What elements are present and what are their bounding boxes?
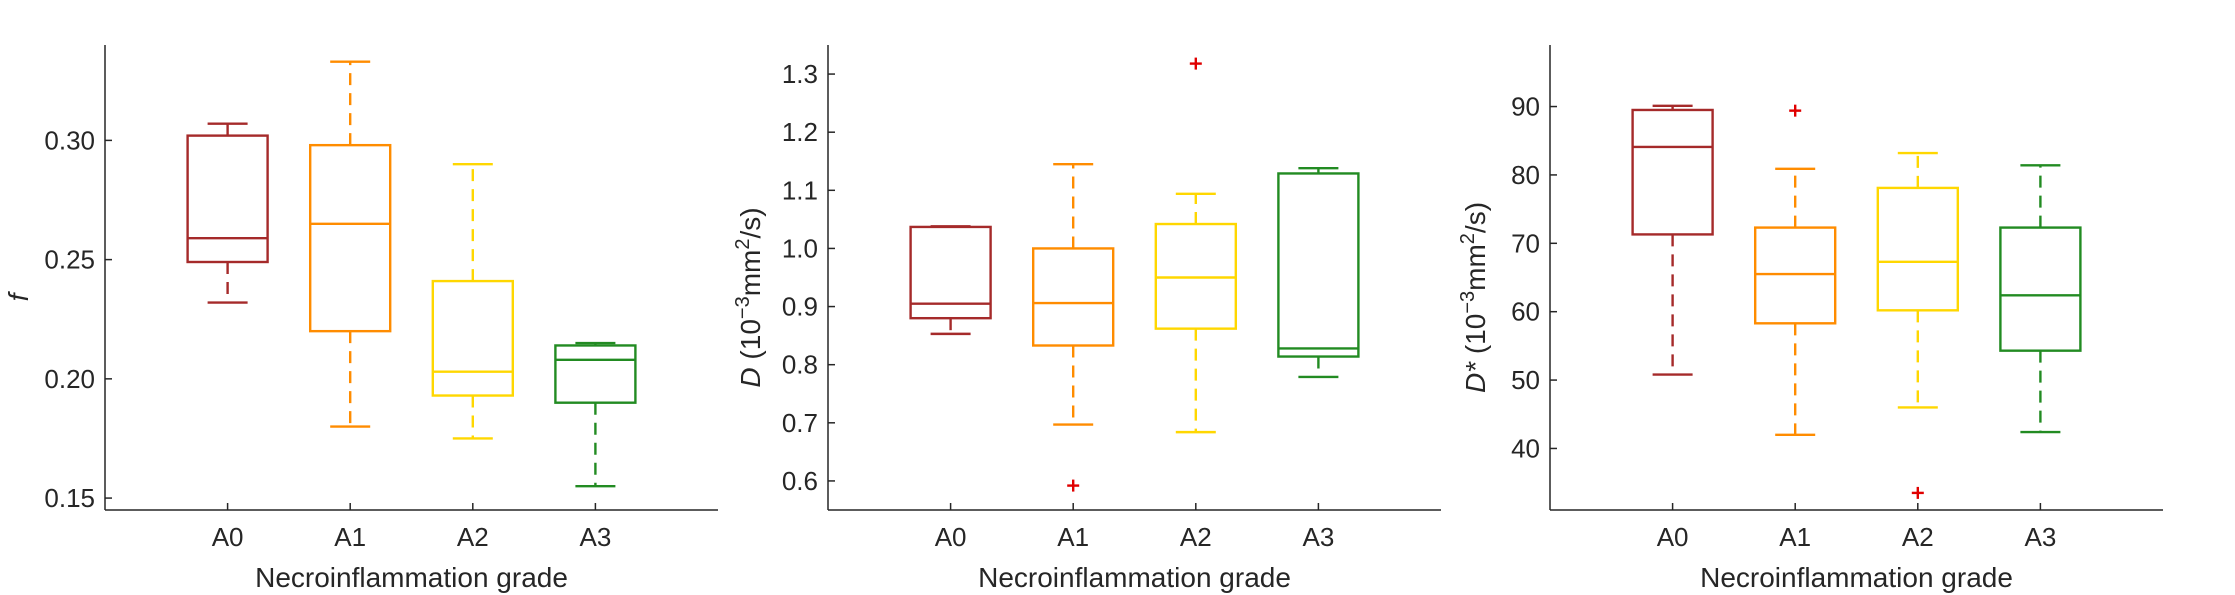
x-tick-label-a0: A0 [212,522,244,552]
iqr-box [554,344,637,404]
outlier-marker [1189,57,1202,70]
x-axis-title: Necroinflammation grade [978,562,1291,593]
y-tick-label: 0.9 [782,292,818,322]
box-a1 [1753,104,1837,436]
chart-panel-2: 0.6 0.7 0.8 0.9 1.0 1.1 1.2 1.3 A0 A1 A2 A3 Necroinf… [732,45,1441,593]
y-axis-title: D* (10−3mm2/s) [1457,202,1491,393]
y-tick-label: 0.30 [44,125,95,155]
box-a2 [1154,57,1238,434]
x-tick-label-a1: A1 [334,522,366,552]
x-tick-label-a1: A1 [1779,522,1811,552]
y-tick-label: 0.25 [44,245,95,275]
box-a3 [554,341,637,488]
y-tick-label: 60 [1511,297,1540,327]
box-a2 [1876,151,1960,499]
box-a0 [1631,104,1714,376]
iqr-box [1631,108,1714,236]
x-axis-title: Necroinflammation grade [1700,562,2013,593]
chart-panel-1: 0.15 0.20 0.25 0.30 A0 A1 A2 A3 Necroinflammatio… [3,45,718,593]
iqr-box [1876,186,1960,312]
x-tick-label-a3: A3 [579,522,611,552]
x-tick-label-a1: A1 [1057,522,1089,552]
box-a0 [909,225,992,336]
box-a0 [186,122,269,304]
y-tick-label: 0.8 [782,350,818,380]
x-tick-label-a2: A2 [1180,522,1212,552]
y-tick-label: 90 [1511,92,1540,122]
iqr-box [1031,247,1115,347]
y-tick-label: 0.6 [782,466,818,496]
y-axis-title: f [3,290,34,301]
x-tick-label-a0: A0 [935,522,967,552]
outlier-marker [1789,104,1802,117]
x-tick-label-a0: A0 [1657,522,1689,552]
box-a3 [1999,164,2082,434]
iqr-box [1999,226,2082,352]
iqr-box [909,225,992,320]
y-tick-label: 0.7 [782,408,818,438]
box-a1 [1031,162,1115,492]
box-a3 [1277,167,1360,379]
y-tick-label: 0.15 [44,483,95,513]
y-tick-label: 1.3 [782,59,818,89]
x-axis-title: Necroinflammation grade [255,562,568,593]
y-tick-label: 80 [1511,160,1540,190]
y-tick-label: 1.2 [782,117,818,147]
box-a1 [309,60,392,428]
x-tick-label-a2: A2 [1902,522,1934,552]
iqr-box [1753,226,1837,325]
x-tick-label-a2: A2 [457,522,489,552]
iqr-box [1277,172,1360,358]
x-tick-label-a3: A3 [2024,522,2056,552]
y-tick-label: 1.1 [782,175,818,205]
box-a2 [431,163,514,440]
y-tick-label: 70 [1511,228,1540,258]
y-tick-label: 50 [1511,365,1540,395]
outlier-marker [1911,486,1924,499]
iqr-box [431,279,514,397]
outlier-marker [1067,479,1080,492]
y-tick-label: 1.0 [782,233,818,263]
iqr-box [309,143,392,333]
y-axis-title: D (10−3mm2/s) [732,207,766,387]
y-tick-label: 0.20 [44,364,95,394]
iqr-box [186,134,269,264]
x-tick-label-a3: A3 [1302,522,1334,552]
y-tick-label: 40 [1511,433,1540,463]
chart-panel-3: 40 50 60 70 80 90 A0 A1 A2 A3 Necroinflammation gr… [1457,45,2163,593]
